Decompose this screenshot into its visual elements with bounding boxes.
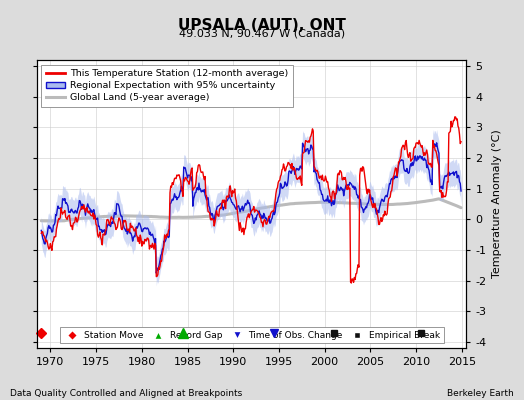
Text: Berkeley Earth: Berkeley Earth (447, 389, 514, 398)
Text: Data Quality Controlled and Aligned at Breakpoints: Data Quality Controlled and Aligned at B… (10, 389, 243, 398)
Legend: Station Move, Record Gap, Time of Obs. Change, Empirical Break: Station Move, Record Gap, Time of Obs. C… (60, 327, 443, 344)
Text: 49.033 N, 90.467 W (Canada): 49.033 N, 90.467 W (Canada) (179, 28, 345, 38)
Y-axis label: Temperature Anomaly (°C): Temperature Anomaly (°C) (492, 130, 502, 278)
Text: UPSALA (AUT), ONT: UPSALA (AUT), ONT (178, 18, 346, 33)
